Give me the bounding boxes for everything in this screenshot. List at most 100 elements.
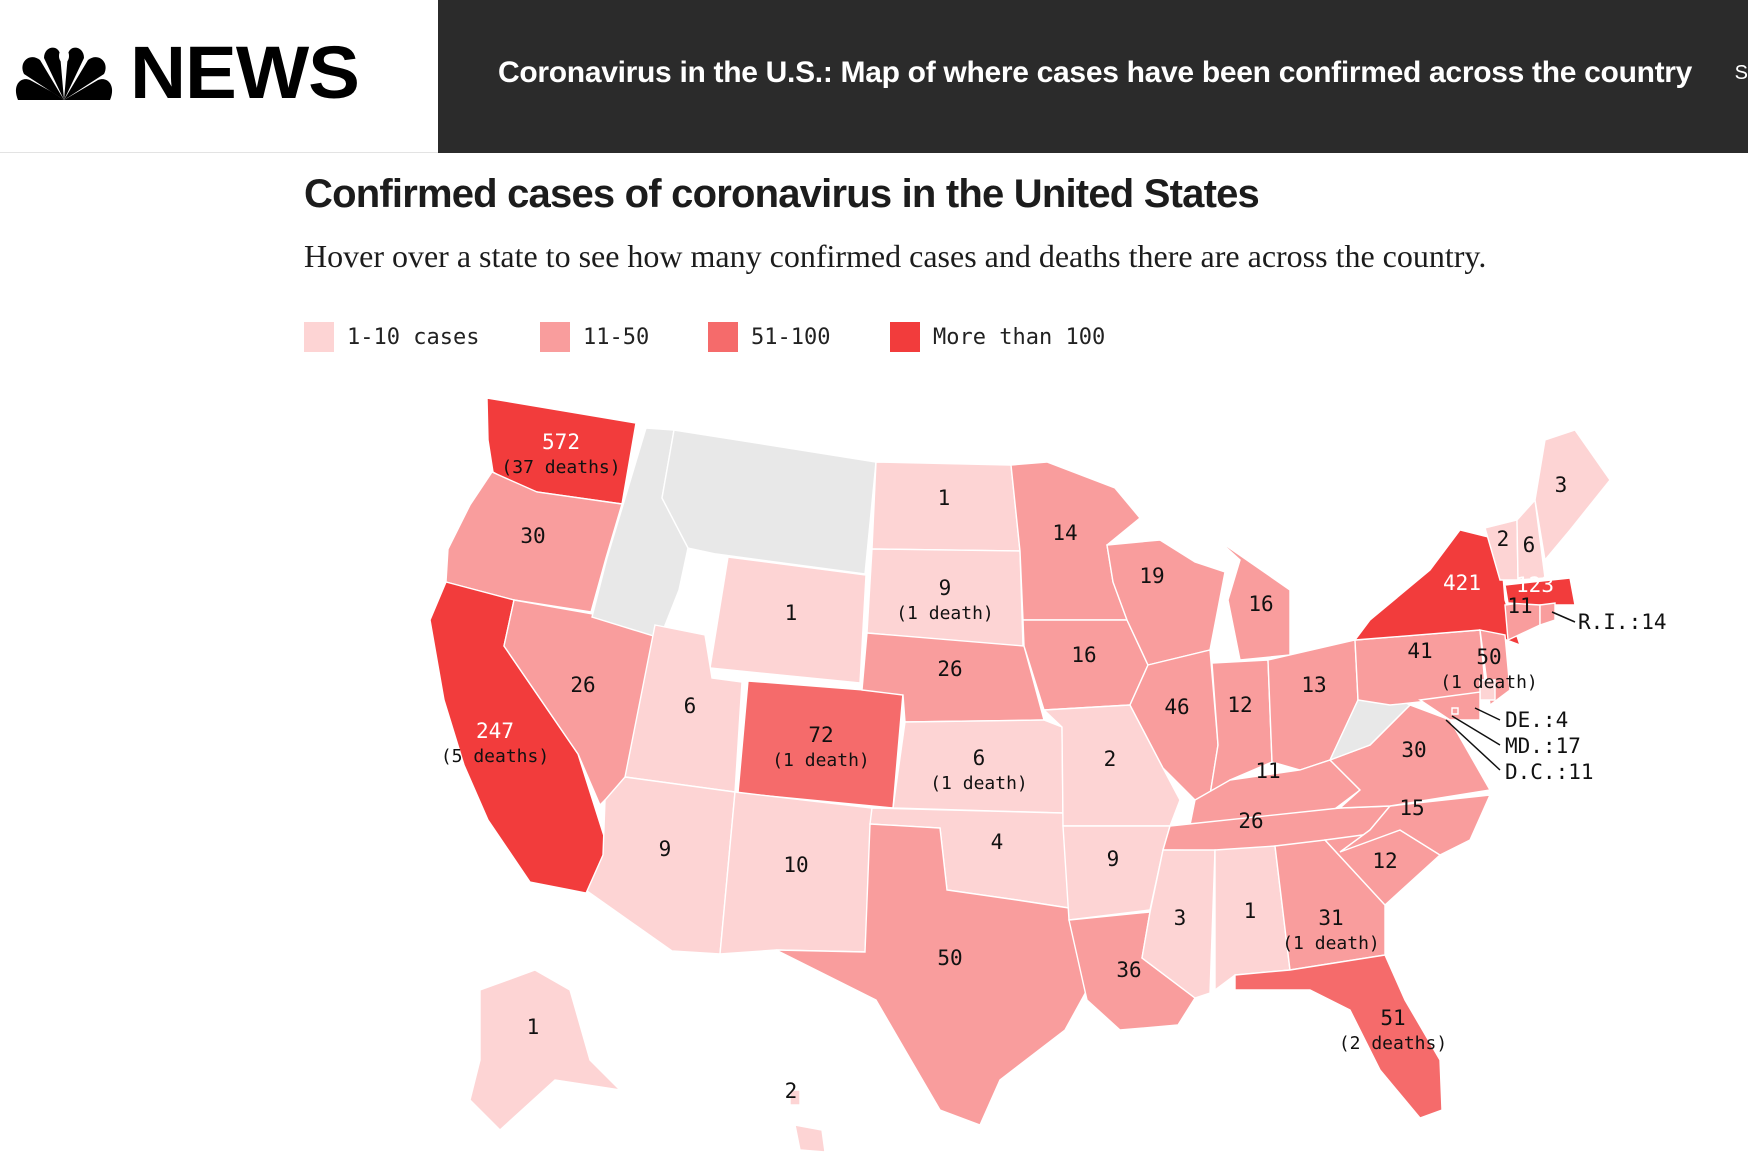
state-tx[interactable] bbox=[775, 823, 1088, 1126]
state-cases-label: 11 bbox=[1507, 594, 1532, 618]
state-cases-label: 16 bbox=[1248, 592, 1273, 616]
callout-label-dc: D.C.:11 bbox=[1505, 760, 1594, 784]
state-deaths-label: (1 death) bbox=[930, 773, 1028, 794]
legend-swatch bbox=[304, 322, 334, 352]
state-cases-label: 1 bbox=[938, 486, 951, 510]
state-cases-label: 26 bbox=[570, 673, 595, 697]
peacock-icon bbox=[15, 47, 113, 100]
state-cases-label: 1 bbox=[785, 601, 798, 625]
state-ma[interactable] bbox=[1504, 577, 1576, 606]
legend-label: 51-100 bbox=[751, 324, 831, 350]
state-deaths-label: (5 deaths) bbox=[441, 746, 549, 767]
state-shapes bbox=[429, 397, 1611, 1153]
state-cases-label: 1 bbox=[527, 1015, 540, 1039]
top-navigation: NEWS Coronavirus in the U.S.: Map of whe… bbox=[0, 0, 1748, 153]
state-cases-label: 6 bbox=[973, 746, 986, 770]
state-nh[interactable] bbox=[1516, 498, 1546, 581]
state-cases-label: 72 bbox=[808, 723, 833, 747]
state-deaths-label: (37 deaths) bbox=[501, 457, 620, 478]
state-nc[interactable] bbox=[1339, 794, 1492, 856]
state-cases-label: 50 bbox=[937, 946, 962, 970]
logo-wordmark: NEWS bbox=[130, 31, 360, 114]
state-cases-label: 9 bbox=[659, 837, 672, 861]
legend-item-1-10: 1-10 cases bbox=[304, 322, 479, 352]
state-cases-label: 19 bbox=[1139, 564, 1164, 588]
state-cases-label: 6 bbox=[1523, 533, 1536, 557]
state-cases-label: 9 bbox=[1107, 847, 1120, 871]
state-cases-label: 2 bbox=[785, 1079, 798, 1103]
state-cases-label: 1 bbox=[1244, 899, 1257, 923]
state-cases-label: 51 bbox=[1380, 1006, 1405, 1030]
state-cases-label: 3 bbox=[1555, 473, 1568, 497]
callout-leader-line bbox=[1451, 715, 1501, 746]
state-deaths-label: (1 death) bbox=[1282, 933, 1380, 954]
state-deaths-label: (1 death) bbox=[772, 750, 870, 771]
callout-label-md: MD.:17 bbox=[1505, 734, 1581, 758]
legend-swatch bbox=[540, 322, 570, 352]
callout-leader-line bbox=[1551, 611, 1576, 623]
nbc-news-logo[interactable]: NEWS bbox=[0, 0, 438, 153]
state-cases-label: 16 bbox=[1071, 643, 1096, 667]
state-cases-label: 26 bbox=[937, 657, 962, 681]
state-ny[interactable] bbox=[1353, 529, 1522, 647]
state-md[interactable] bbox=[1418, 691, 1481, 721]
state-mt[interactable] bbox=[661, 429, 877, 575]
state-cases-label: 247 bbox=[476, 719, 514, 743]
state-cases-label: 14 bbox=[1052, 521, 1077, 545]
legend-swatch bbox=[890, 322, 920, 352]
state-cases-label: 30 bbox=[520, 524, 545, 548]
state-cases-label: 12 bbox=[1227, 693, 1252, 717]
legend-label: 11-50 bbox=[583, 324, 650, 350]
state-cases-label: 10 bbox=[783, 853, 808, 877]
state-deaths-label: (1 death) bbox=[1440, 672, 1538, 693]
legend-swatch bbox=[708, 322, 738, 352]
state-ga[interactable] bbox=[1274, 839, 1386, 971]
state-cases-label: 572 bbox=[542, 430, 580, 454]
state-cases-label: 15 bbox=[1399, 796, 1424, 820]
state-cases-label: 13 bbox=[1301, 673, 1326, 697]
article-headline[interactable]: Coronavirus in the U.S.: Map of where ca… bbox=[498, 56, 1693, 89]
callout-leader-line bbox=[1474, 707, 1501, 721]
state-fl[interactable] bbox=[1234, 954, 1443, 1119]
state-wy[interactable] bbox=[709, 556, 867, 684]
state-cases-label: 30 bbox=[1401, 738, 1426, 762]
state-cases-label: 3 bbox=[1174, 906, 1187, 930]
legend-label: 1-10 cases bbox=[347, 324, 480, 350]
state-cases-label: 6 bbox=[684, 694, 697, 718]
state-ak[interactable] bbox=[469, 969, 623, 1131]
state-cases-label: 11 bbox=[1255, 759, 1280, 783]
state-me[interactable] bbox=[1534, 429, 1611, 562]
callout-label-de: DE.:4 bbox=[1505, 708, 1568, 732]
state-cases-label: 26 bbox=[1238, 809, 1263, 833]
state-cases-label: 2 bbox=[1104, 747, 1117, 771]
state-cases-label: 421 bbox=[1443, 571, 1481, 595]
state-cases-label: 46 bbox=[1164, 695, 1189, 719]
map-subtitle: Hover over a state to see how many confi… bbox=[304, 238, 1487, 274]
state-cases-label: 2 bbox=[1497, 527, 1510, 551]
state-cases-label: 50 bbox=[1476, 645, 1501, 669]
state-cases-label: 41 bbox=[1407, 639, 1432, 663]
state-cases-label: 12 bbox=[1372, 849, 1397, 873]
state-dc[interactable] bbox=[1451, 707, 1459, 715]
legend-label: More than 100 bbox=[933, 324, 1106, 350]
state-cases-label: 9 bbox=[939, 576, 952, 600]
map-title: Confirmed cases of coronavirus in the Un… bbox=[304, 172, 1260, 216]
state-az[interactable] bbox=[586, 776, 736, 955]
state-cases-label: 36 bbox=[1116, 958, 1141, 982]
cut-off-nav-text[interactable]: S bbox=[1734, 62, 1748, 84]
state-deaths-label: (1 death) bbox=[896, 603, 994, 624]
callout-leader-line bbox=[1445, 719, 1501, 771]
legend-item-more-than-100: More than 100 bbox=[890, 322, 1105, 352]
state-deaths-label: (2 deaths) bbox=[1339, 1033, 1447, 1054]
state-ri[interactable] bbox=[1539, 602, 1556, 626]
headline-bar: Coronavirus in the U.S.: Map of where ca… bbox=[438, 0, 1748, 153]
state-cases-label: 31 bbox=[1318, 906, 1343, 930]
callout-label-ri: R.I.:14 bbox=[1578, 610, 1667, 634]
state-mi[interactable] bbox=[1217, 539, 1291, 661]
state-or[interactable] bbox=[445, 471, 623, 613]
state-cases-label: 4 bbox=[991, 830, 1004, 854]
state-cases-label: 123 bbox=[1516, 573, 1554, 597]
legend-item-11-50: 11-50 bbox=[540, 322, 649, 352]
state-hi[interactable] bbox=[789, 1089, 826, 1153]
